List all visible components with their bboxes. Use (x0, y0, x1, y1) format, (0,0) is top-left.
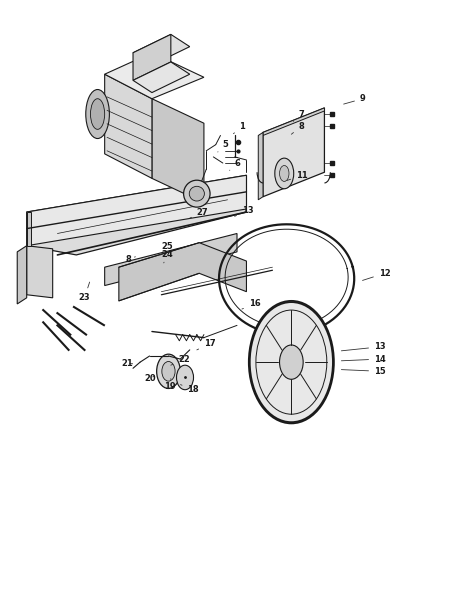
Polygon shape (119, 243, 246, 301)
Polygon shape (133, 62, 190, 93)
Text: 19: 19 (164, 379, 175, 391)
Ellipse shape (162, 362, 175, 381)
Text: 9: 9 (344, 94, 365, 104)
Text: 12: 12 (363, 269, 391, 281)
Text: 14: 14 (341, 354, 386, 363)
Polygon shape (27, 212, 31, 246)
Text: 1: 1 (234, 122, 245, 134)
Text: 11: 11 (287, 171, 308, 181)
Text: 5: 5 (218, 140, 228, 152)
Ellipse shape (249, 301, 334, 424)
Text: 15: 15 (341, 367, 386, 376)
Text: 13: 13 (341, 343, 386, 351)
Ellipse shape (275, 158, 294, 188)
Text: 16: 16 (242, 300, 261, 309)
Polygon shape (27, 246, 53, 298)
Polygon shape (263, 108, 324, 196)
Ellipse shape (280, 166, 289, 181)
Polygon shape (105, 53, 204, 99)
Polygon shape (133, 34, 190, 65)
Text: 20: 20 (145, 374, 156, 383)
Text: 21: 21 (121, 359, 133, 368)
Ellipse shape (156, 354, 180, 389)
Ellipse shape (280, 345, 303, 379)
Polygon shape (263, 108, 324, 136)
Ellipse shape (183, 180, 210, 207)
Text: 17: 17 (197, 340, 216, 350)
Polygon shape (27, 175, 246, 246)
Polygon shape (27, 175, 246, 255)
Text: 6: 6 (229, 158, 240, 170)
Polygon shape (258, 133, 263, 200)
Text: 8: 8 (126, 255, 136, 264)
Text: 24: 24 (161, 251, 173, 263)
Text: 13: 13 (235, 206, 253, 216)
Polygon shape (133, 34, 171, 80)
Polygon shape (152, 99, 204, 203)
Text: 22: 22 (171, 354, 190, 365)
Polygon shape (17, 246, 27, 304)
Ellipse shape (91, 99, 105, 130)
Ellipse shape (86, 90, 109, 139)
Text: 18: 18 (181, 384, 199, 394)
Text: 27: 27 (190, 208, 209, 218)
Polygon shape (105, 74, 152, 178)
Text: 23: 23 (79, 282, 91, 302)
Text: 8: 8 (292, 122, 304, 134)
Polygon shape (105, 233, 237, 286)
Text: 25: 25 (160, 243, 173, 255)
Text: 7: 7 (293, 109, 304, 122)
Ellipse shape (176, 365, 193, 390)
Ellipse shape (189, 186, 204, 201)
